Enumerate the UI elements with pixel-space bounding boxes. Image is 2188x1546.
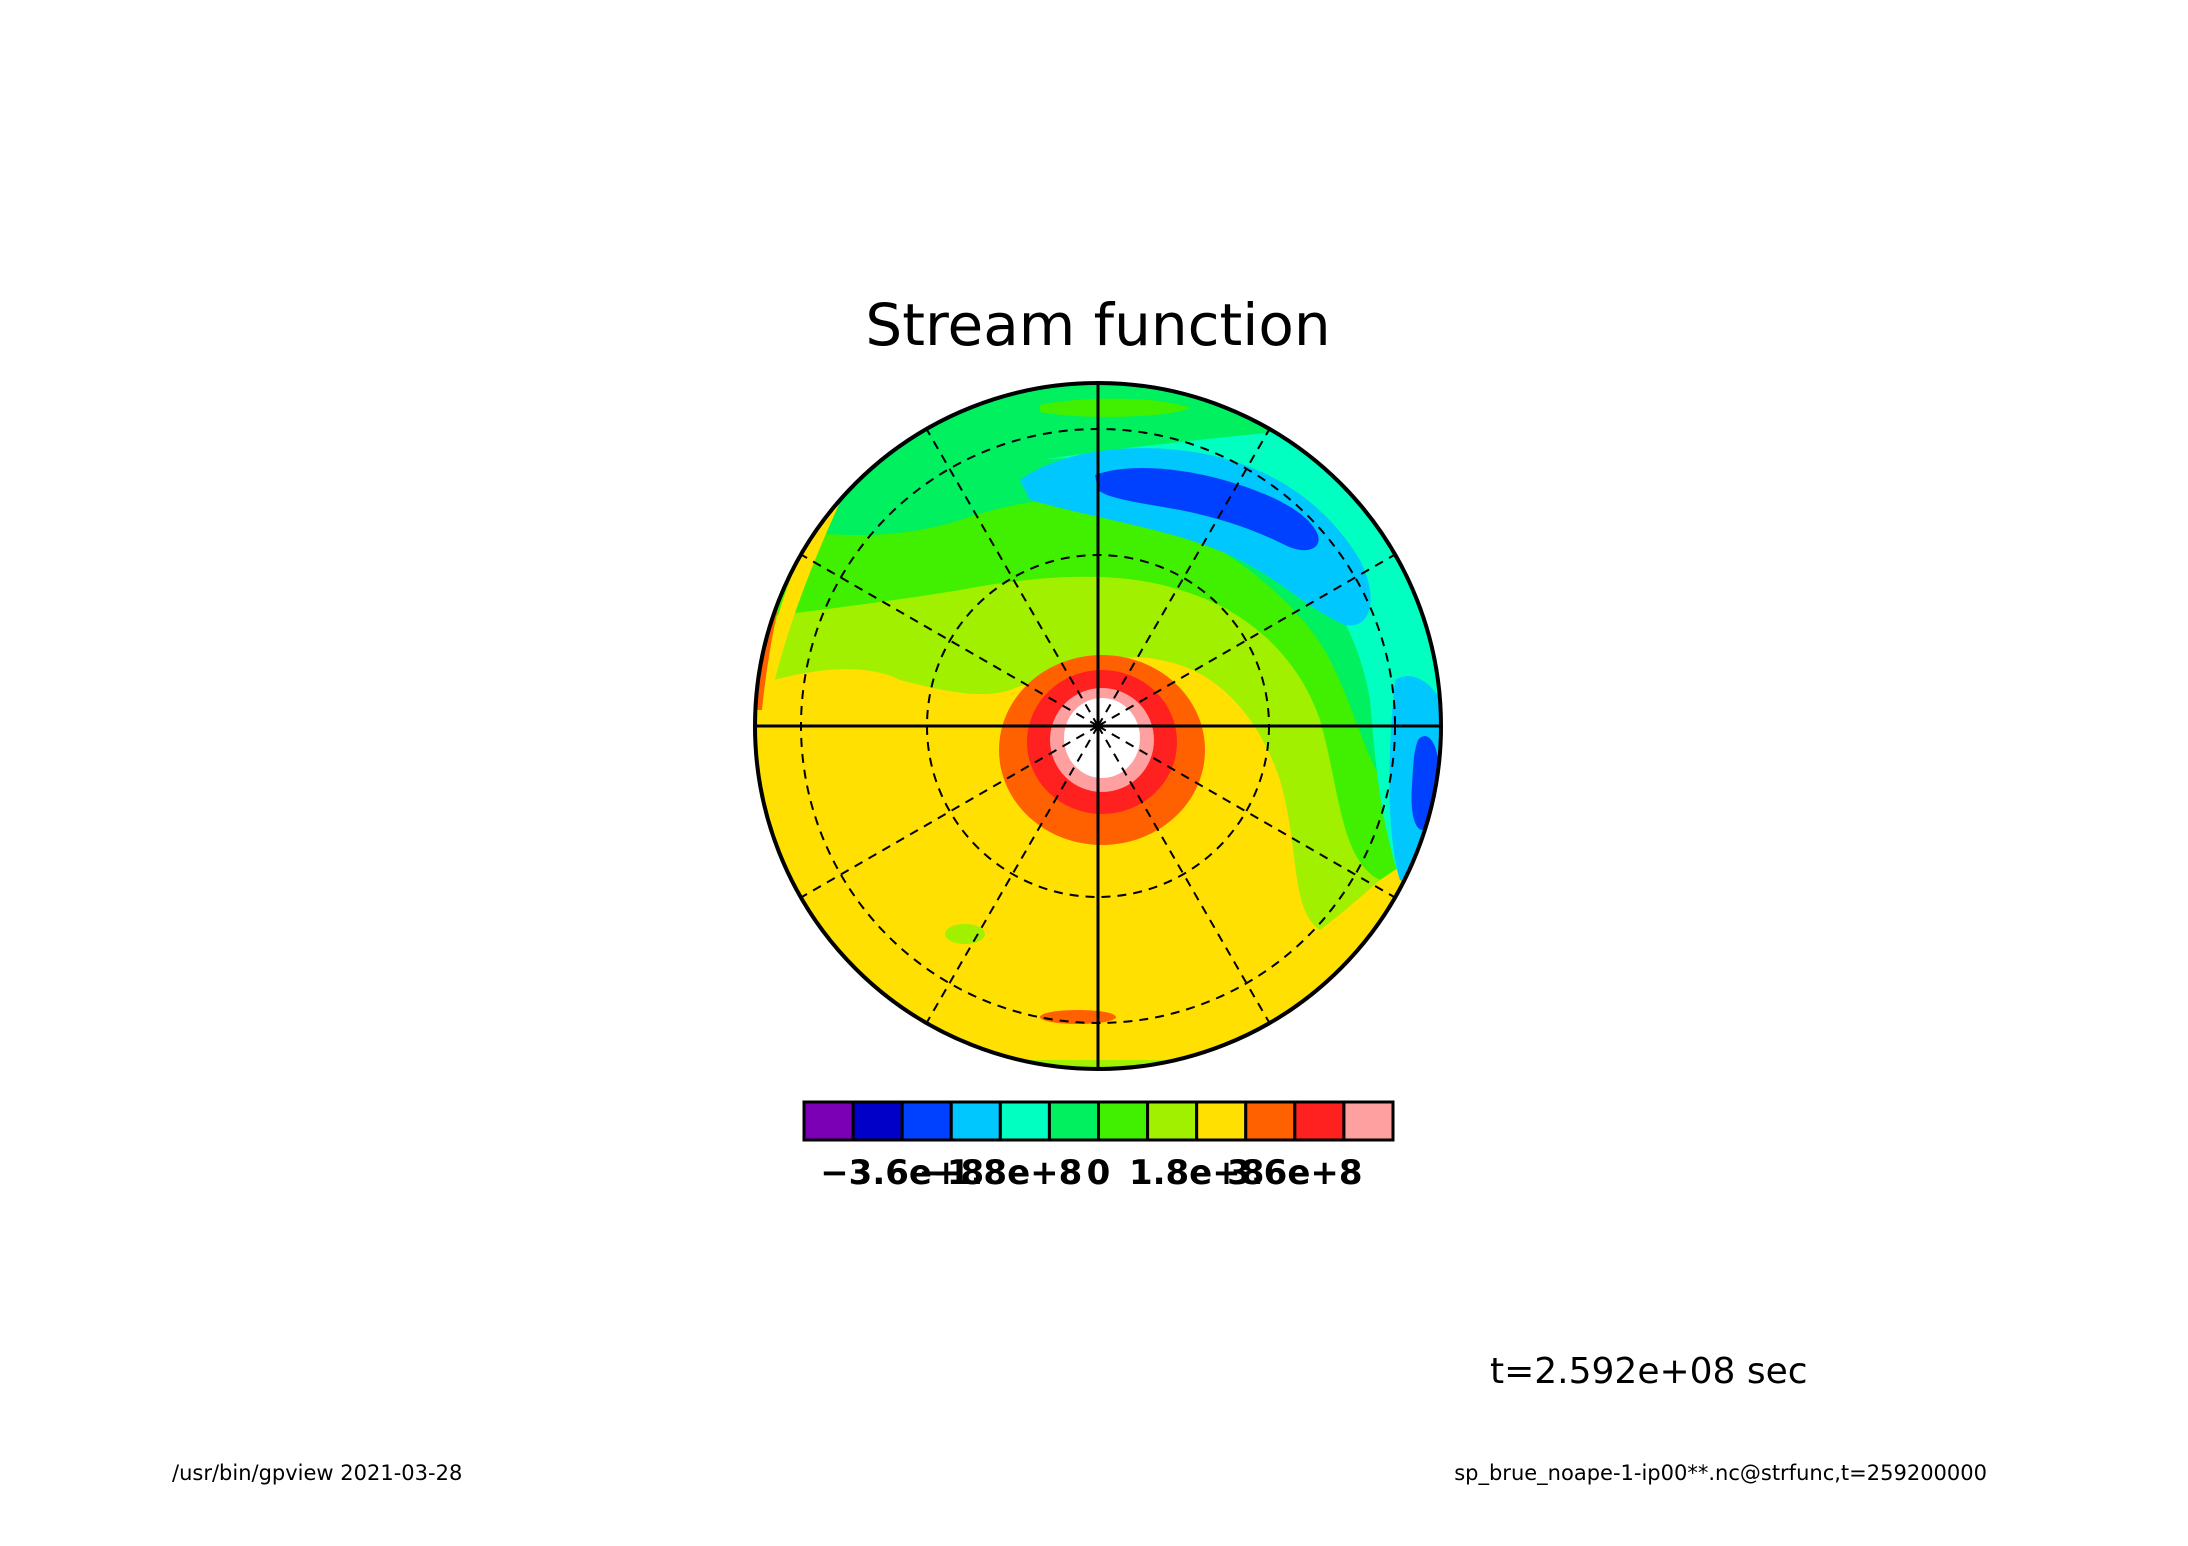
colorbar-swatch — [802, 1100, 855, 1142]
contour-left-edge-streak — [760, 440, 870, 700]
colorbar — [802, 1100, 1395, 1142]
footer-source-file: sp_brue_noape-1-ip00**.nc@strfunc,t=2592… — [1454, 1461, 1987, 1486]
colorbar-swatch — [1244, 1100, 1297, 1142]
colorbar-swatch — [851, 1100, 904, 1142]
colorbar-swatch — [1293, 1100, 1346, 1142]
map-boundary — [753, 381, 1443, 1071]
colorbar-swatch — [949, 1100, 1002, 1142]
contour-center-white — [1064, 698, 1140, 778]
colorbar-tick-label: −1.8e+8 — [918, 1153, 1082, 1193]
colorbar-tick-label: 3.6e+8 — [1227, 1153, 1362, 1193]
contour-top-cap — [1040, 398, 1190, 417]
polar-map — [753, 381, 1443, 1071]
contour-blue-low-upper — [1095, 467, 1319, 551]
map-grid — [755, 383, 1441, 1069]
colorbar-swatch — [900, 1100, 953, 1142]
chart-title: Stream function — [865, 291, 1330, 359]
axis-cross — [755, 383, 1441, 1069]
colorbar-swatch — [998, 1100, 1051, 1142]
colorbar-tick-label: 0 — [1087, 1153, 1111, 1193]
colorbar-tick-label: −3.6e+8 — [820, 1153, 984, 1193]
footer-program-date: /usr/bin/gpview 2021-03-28 — [172, 1461, 462, 1485]
colorbar-swatch — [1195, 1100, 1248, 1142]
colorbar-tick-labels: −3.6e+8−1.8e+8 0 1.8e+83.6e+8 — [820, 1153, 1362, 1193]
colorbar-swatch — [1146, 1100, 1199, 1142]
colorbar-swatch — [1047, 1100, 1100, 1142]
colorbar-swatch — [1097, 1100, 1150, 1142]
time-annotation: t=2.592e+08 sec — [1490, 1351, 1808, 1392]
contour-turquoise-right — [1040, 400, 1441, 884]
colorbar-tick-label: 1.8e+8 — [1129, 1153, 1264, 1193]
colorbar-swatch — [1342, 1100, 1395, 1142]
contour-green-blob-lowerleft — [945, 924, 985, 944]
